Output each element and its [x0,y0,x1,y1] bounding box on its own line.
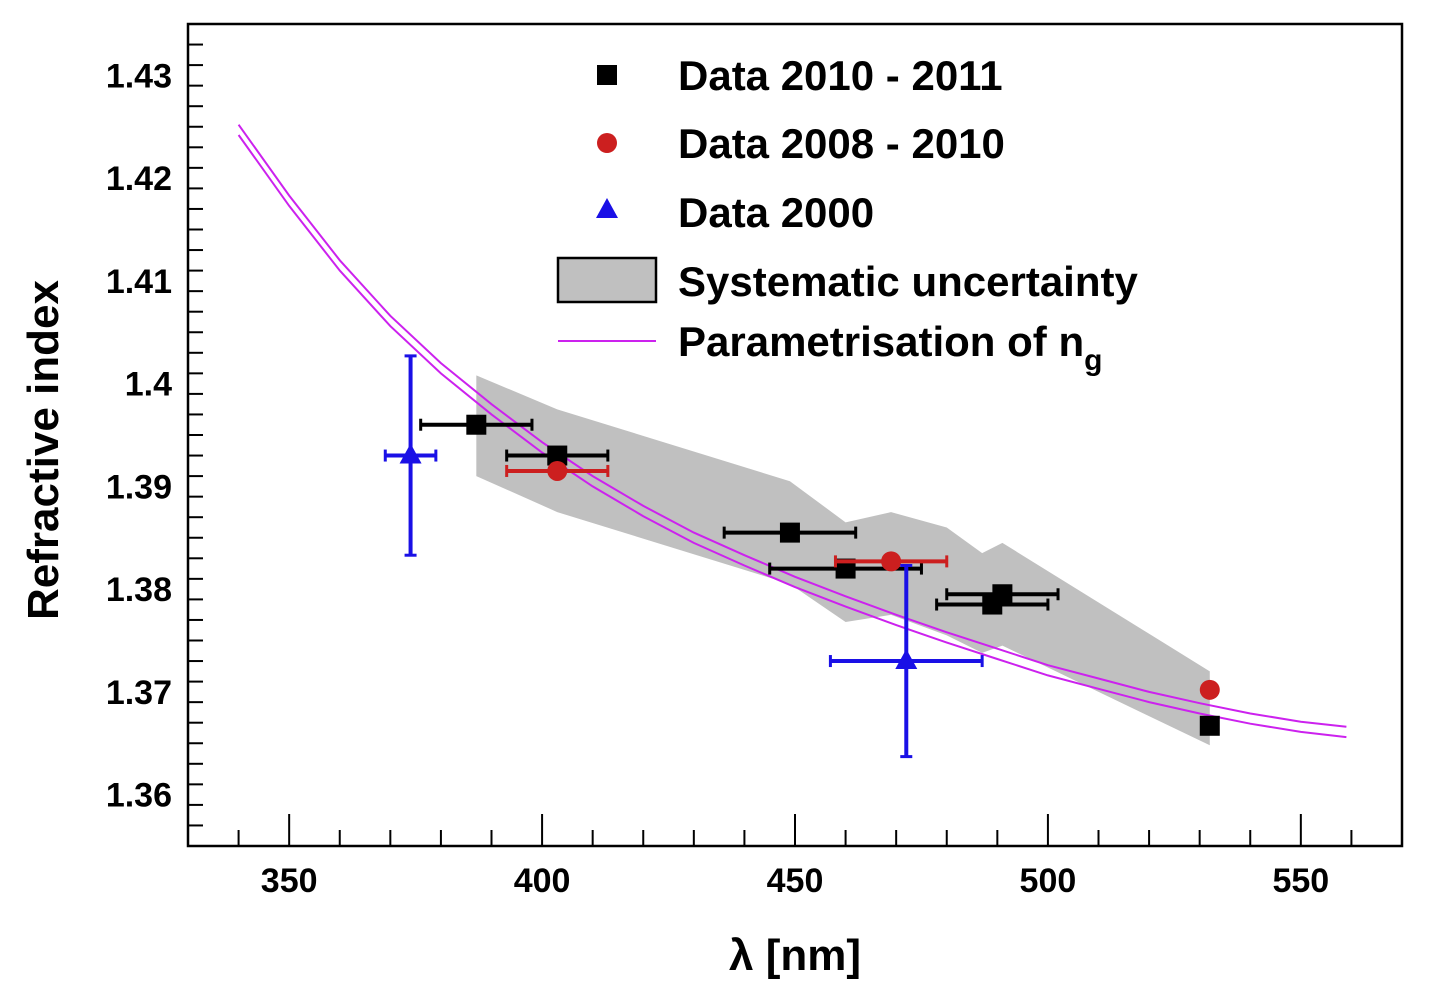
data-point [547,445,568,466]
x-axis-title: λ [nm] [729,931,861,980]
x-tick-label: 350 [261,862,318,900]
data-point [835,558,856,579]
y-tick-label: 1.43 [106,57,172,95]
parametrisation-curve-upper [237,124,1347,728]
data-point [399,443,422,464]
y-tick-label: 1.36 [106,777,172,815]
legend-label-data-2008-2010: Data 2008 - 2010 [678,120,1005,167]
legend-marker-data-2000 [596,198,618,218]
axis-ticks-layer [187,23,1403,847]
x-tick-label: 550 [1272,862,1329,900]
parametrisation-curve-layer [237,124,1347,739]
y-tick-label: 1.4 [125,366,172,404]
data-point [881,551,902,572]
data-points-layer [383,354,1220,759]
data-point [992,584,1013,605]
legend-label-parametrisation-main: Parametrisation of n [678,318,1084,365]
parametrisation-curve-lower [237,134,1347,739]
data-point [1199,679,1220,700]
legend-label-parametrisation: Parametrisation of ng [678,318,1102,377]
data-point [895,649,918,670]
legend: Data 2010 - 2011 Data 2008 - 2010 Data 2… [556,52,1138,377]
y-tick-label: 1.39 [106,468,172,506]
tick-labels-layer: 350 400 450 500 550 1.36 1.37 1.38 1.39 1.4 1.41 1.… [106,57,1329,900]
y-tick-label: 1.41 [106,263,172,301]
series-1 [505,460,1220,700]
data-point [1199,715,1220,736]
x-tick-label: 400 [514,862,571,900]
y-axis-title: Refractive index [19,280,68,620]
legend-label-data-2000: Data 2000 [678,189,874,236]
legend-marker-systematic-uncertainty [556,256,658,304]
x-tick-label: 450 [767,862,824,900]
series-2 [383,354,984,759]
legend-label-parametrisation-subscript: g [1084,344,1102,377]
x-tick-label: 500 [1020,862,1077,900]
y-tick-label: 1.42 [106,160,172,198]
series-0 [419,414,1220,736]
legend-label-data-2010-2011: Data 2010 - 2011 [678,52,1003,99]
y-tick-label: 1.37 [106,674,172,712]
legend-marker-data-2008-2010 [597,133,617,153]
legend-symbol [596,198,618,218]
y-tick-label: 1.38 [106,571,172,609]
data-point [547,460,568,481]
legend-label-systematic-uncertainty: Systematic uncertainty [678,258,1138,305]
legend-symbol [597,65,617,85]
legend-marker-data-2010-2011 [597,65,617,85]
legend-symbol [597,133,617,153]
data-point [466,414,487,435]
data-point [779,522,800,543]
